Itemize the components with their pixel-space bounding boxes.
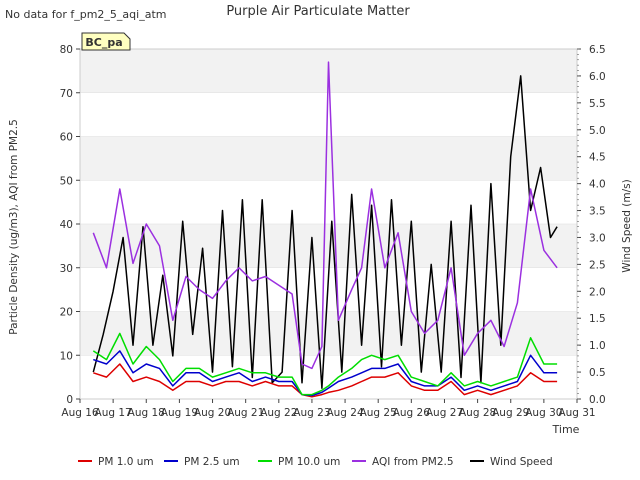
y2-tick-label: 1.5	[589, 313, 606, 325]
site-badge-box	[81, 32, 131, 51]
x-tick-label: Aug 24	[326, 407, 364, 419]
y2-tick-label: 5.5	[589, 98, 606, 110]
x-tick-label: Aug 21	[227, 407, 264, 419]
plot-area	[79, 48, 578, 400]
x-tick-label: Aug 16	[61, 407, 99, 419]
x-tick-label: Aug 17	[95, 407, 132, 419]
series-line-pm-2-5-um	[93, 350, 558, 397]
site-badge-label: BC_pa	[85, 36, 122, 49]
y-tick-label: 10	[60, 350, 73, 362]
y2-tick-label: 2.5	[589, 259, 606, 271]
y2-tick-label: 0.0	[589, 394, 606, 406]
legend-label: PM 1.0 um	[98, 456, 154, 468]
legend: PM 1.0 um PM 2.5 um PM 10.0 um AQI from PM2…	[78, 456, 553, 468]
grid-band	[80, 224, 577, 268]
y2-tick-label: 5.0	[589, 125, 606, 137]
y-tick-label: 70	[60, 88, 73, 100]
x-tick-label: Aug 22	[260, 407, 297, 419]
y-axis-right: 0.0 0.5 1.0 1.5 2.0 2.5 3.0 3.5 4.0 4.5 5.0 5.5 6.0 6…	[577, 44, 606, 406]
y2-tick-label: 1.0	[589, 340, 606, 352]
y2-tick-label: 2.0	[589, 286, 606, 298]
x-tick-label: Aug 19	[161, 407, 198, 419]
series-line-pm-1-0-um	[93, 363, 558, 398]
x-tick-label: Aug 29	[492, 407, 529, 419]
y2-tick-label: 3.0	[589, 232, 606, 244]
y-tick-label: 0	[66, 394, 73, 406]
y2-tick-label: 6.5	[589, 44, 606, 56]
y2-tick-label: 4.0	[589, 179, 606, 191]
x-tick-label: Aug 30	[525, 407, 562, 419]
series-line-wind-speed	[92, 75, 558, 389]
y-axis-label: Particle Density (ug/m3), AQI from PM2.5	[8, 119, 20, 335]
legend-label: PM 10.0 um	[278, 456, 340, 468]
y2-axis-label: Wind Speed (m/s)	[621, 179, 633, 272]
legend-label: Wind Speed	[490, 456, 553, 468]
series-line-aqi-from-pm2-5	[92, 61, 558, 370]
y2-tick-label: 3.5	[589, 206, 606, 218]
chart-title: Purple Air Particulate Matter	[226, 4, 410, 19]
grid-band	[80, 136, 577, 181]
grid-band	[80, 311, 577, 356]
no-data-note: No data for f_pm2_5_aqi_atm	[5, 8, 166, 21]
x-tick-label: Aug 31	[558, 407, 595, 419]
x-tick-label: Aug 28	[459, 407, 496, 419]
y2-tick-label: 6.0	[589, 71, 606, 83]
y-tick-label: 50	[60, 175, 73, 187]
series-layer	[92, 61, 558, 398]
y-axis-left: 0 10 20 30 40 50 60 70 80	[60, 44, 80, 406]
y-tick-label: 30	[60, 263, 73, 275]
x-axis-label: Time	[552, 423, 580, 436]
y-tick-label: 20	[60, 307, 73, 319]
y-tick-label: 40	[60, 219, 73, 231]
x-tick-label: Aug 18	[128, 407, 165, 419]
y-tick-label: 80	[60, 44, 73, 56]
x-tick-label: Aug 26	[393, 407, 431, 419]
x-tick-label: Aug 23	[293, 407, 330, 419]
x-tick-label: Aug 20	[194, 407, 231, 419]
site-badge: BC_pa	[81, 32, 131, 51]
y2-tick-label: 4.5	[589, 152, 606, 164]
x-tick-label: Aug 25	[360, 407, 397, 419]
x-tick-label: Aug 27	[426, 407, 463, 419]
legend-label: AQI from PM2.5	[372, 456, 454, 468]
y-tick-label: 60	[60, 132, 73, 144]
y2-tick-label: 0.5	[589, 367, 606, 379]
legend-label: PM 2.5 um	[184, 456, 240, 468]
series-line-pm-10-0-um	[92, 332, 558, 396]
